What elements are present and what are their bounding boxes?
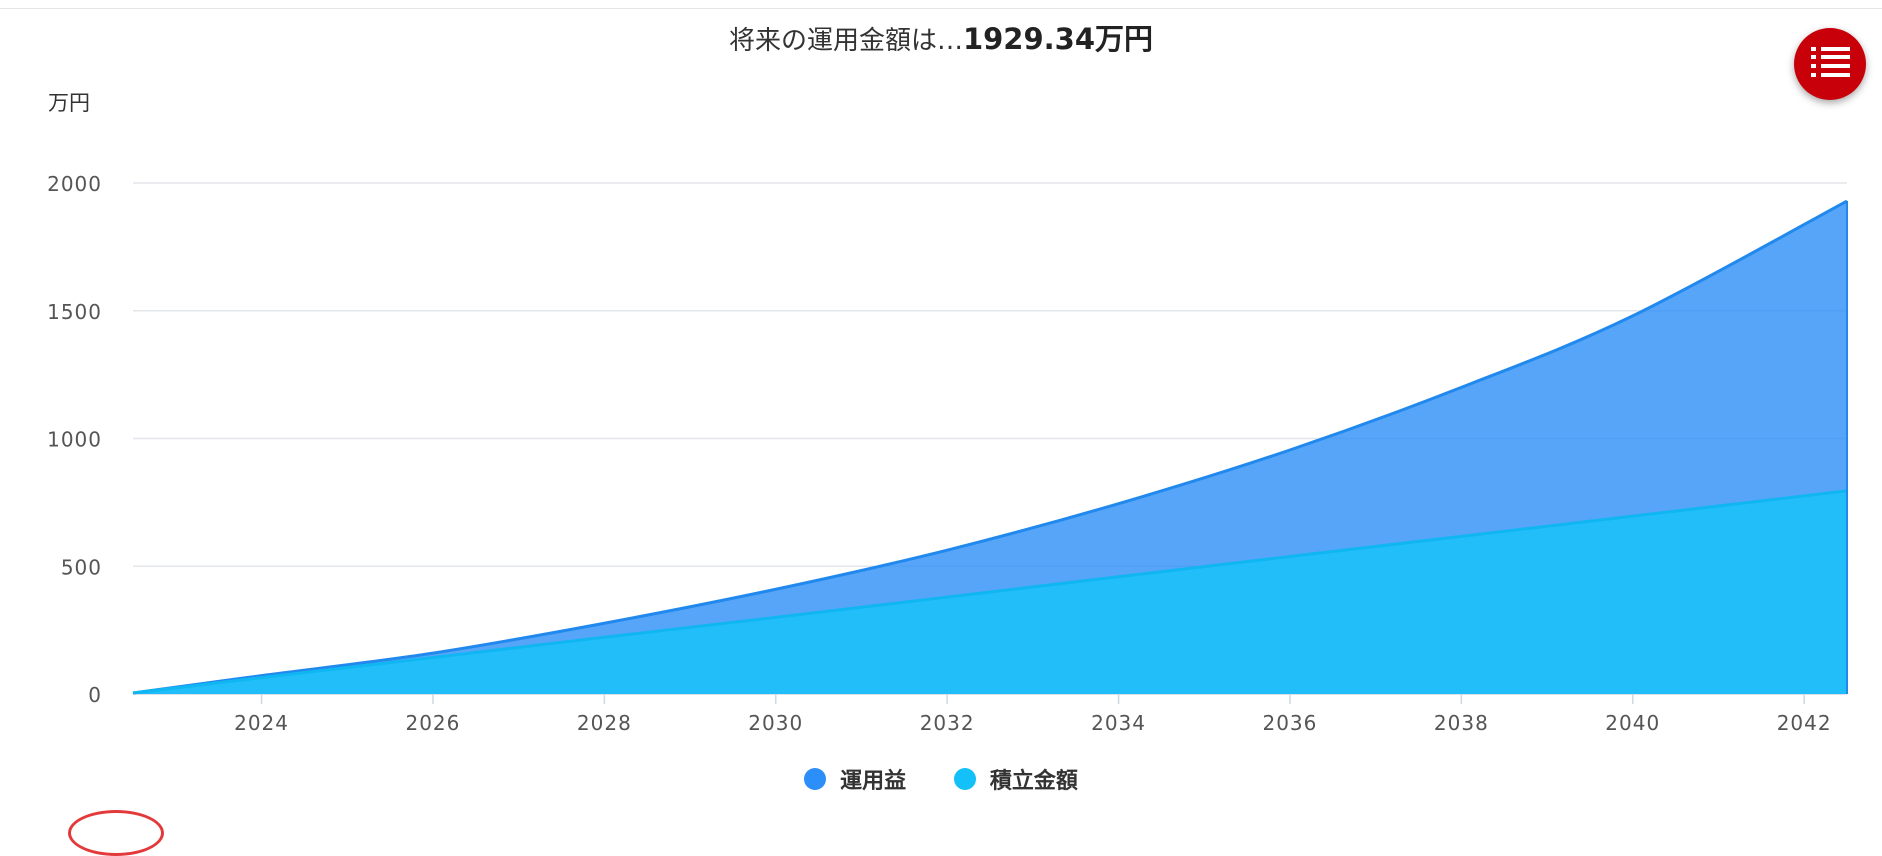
title-amount: 1929.34万円	[962, 22, 1154, 56]
x-axis: 2024 2026 2028 2030 2032 2034 2036 2038 2040 2042	[234, 694, 1832, 735]
x-tick-label: 2026	[405, 711, 460, 735]
y-tick-label: 0	[88, 683, 102, 707]
list-icon	[1811, 47, 1850, 77]
x-tick-label: 2038	[1434, 711, 1489, 735]
menu-button[interactable]	[1794, 28, 1866, 100]
legend-marker-principal	[953, 768, 976, 790]
legend-marker-profit	[804, 768, 827, 790]
x-tick-label: 2042	[1777, 711, 1832, 735]
legend-label-profit: 運用益	[840, 769, 907, 794]
x-tick-label: 2030	[748, 711, 803, 735]
areas	[132, 199, 1848, 695]
x-tick-label: 2028	[577, 711, 632, 735]
chart-title: 将来の運用金額は…1929.34万円	[0, 18, 1882, 62]
chart-svg: 0 500 1000 1500 2000 2024 2026 2028 2030 2032 203…	[47, 91, 1848, 735]
legend-item-profit[interactable]: 運用益	[804, 763, 906, 795]
y-tick-label: 1500	[47, 300, 102, 324]
x-tick-label: 2040	[1605, 711, 1660, 735]
x-tick-label: 2034	[1091, 711, 1146, 735]
area-profit-line	[132, 199, 1848, 695]
top-divider	[0, 8, 1882, 9]
title-prefix: 将来の運用金額は…	[728, 26, 963, 56]
y-axis: 0 500 1000 1500 2000	[47, 172, 102, 707]
x-tick-label: 2032	[920, 711, 975, 735]
x-tick-label: 2024	[234, 711, 289, 735]
legend: 運用益 積立金額	[0, 763, 1882, 796]
area-principal-line	[132, 489, 1848, 695]
partial-red-button[interactable]	[68, 810, 164, 856]
x-tick-label: 2036	[1262, 711, 1317, 735]
legend-label-principal: 積立金額	[989, 769, 1078, 794]
legend-item-principal[interactable]: 積立金額	[953, 763, 1078, 795]
y-axis-label: 万円	[48, 91, 90, 115]
y-tick-label: 500	[61, 555, 102, 579]
y-tick-label: 2000	[47, 172, 102, 196]
y-tick-label: 1000	[47, 428, 102, 452]
